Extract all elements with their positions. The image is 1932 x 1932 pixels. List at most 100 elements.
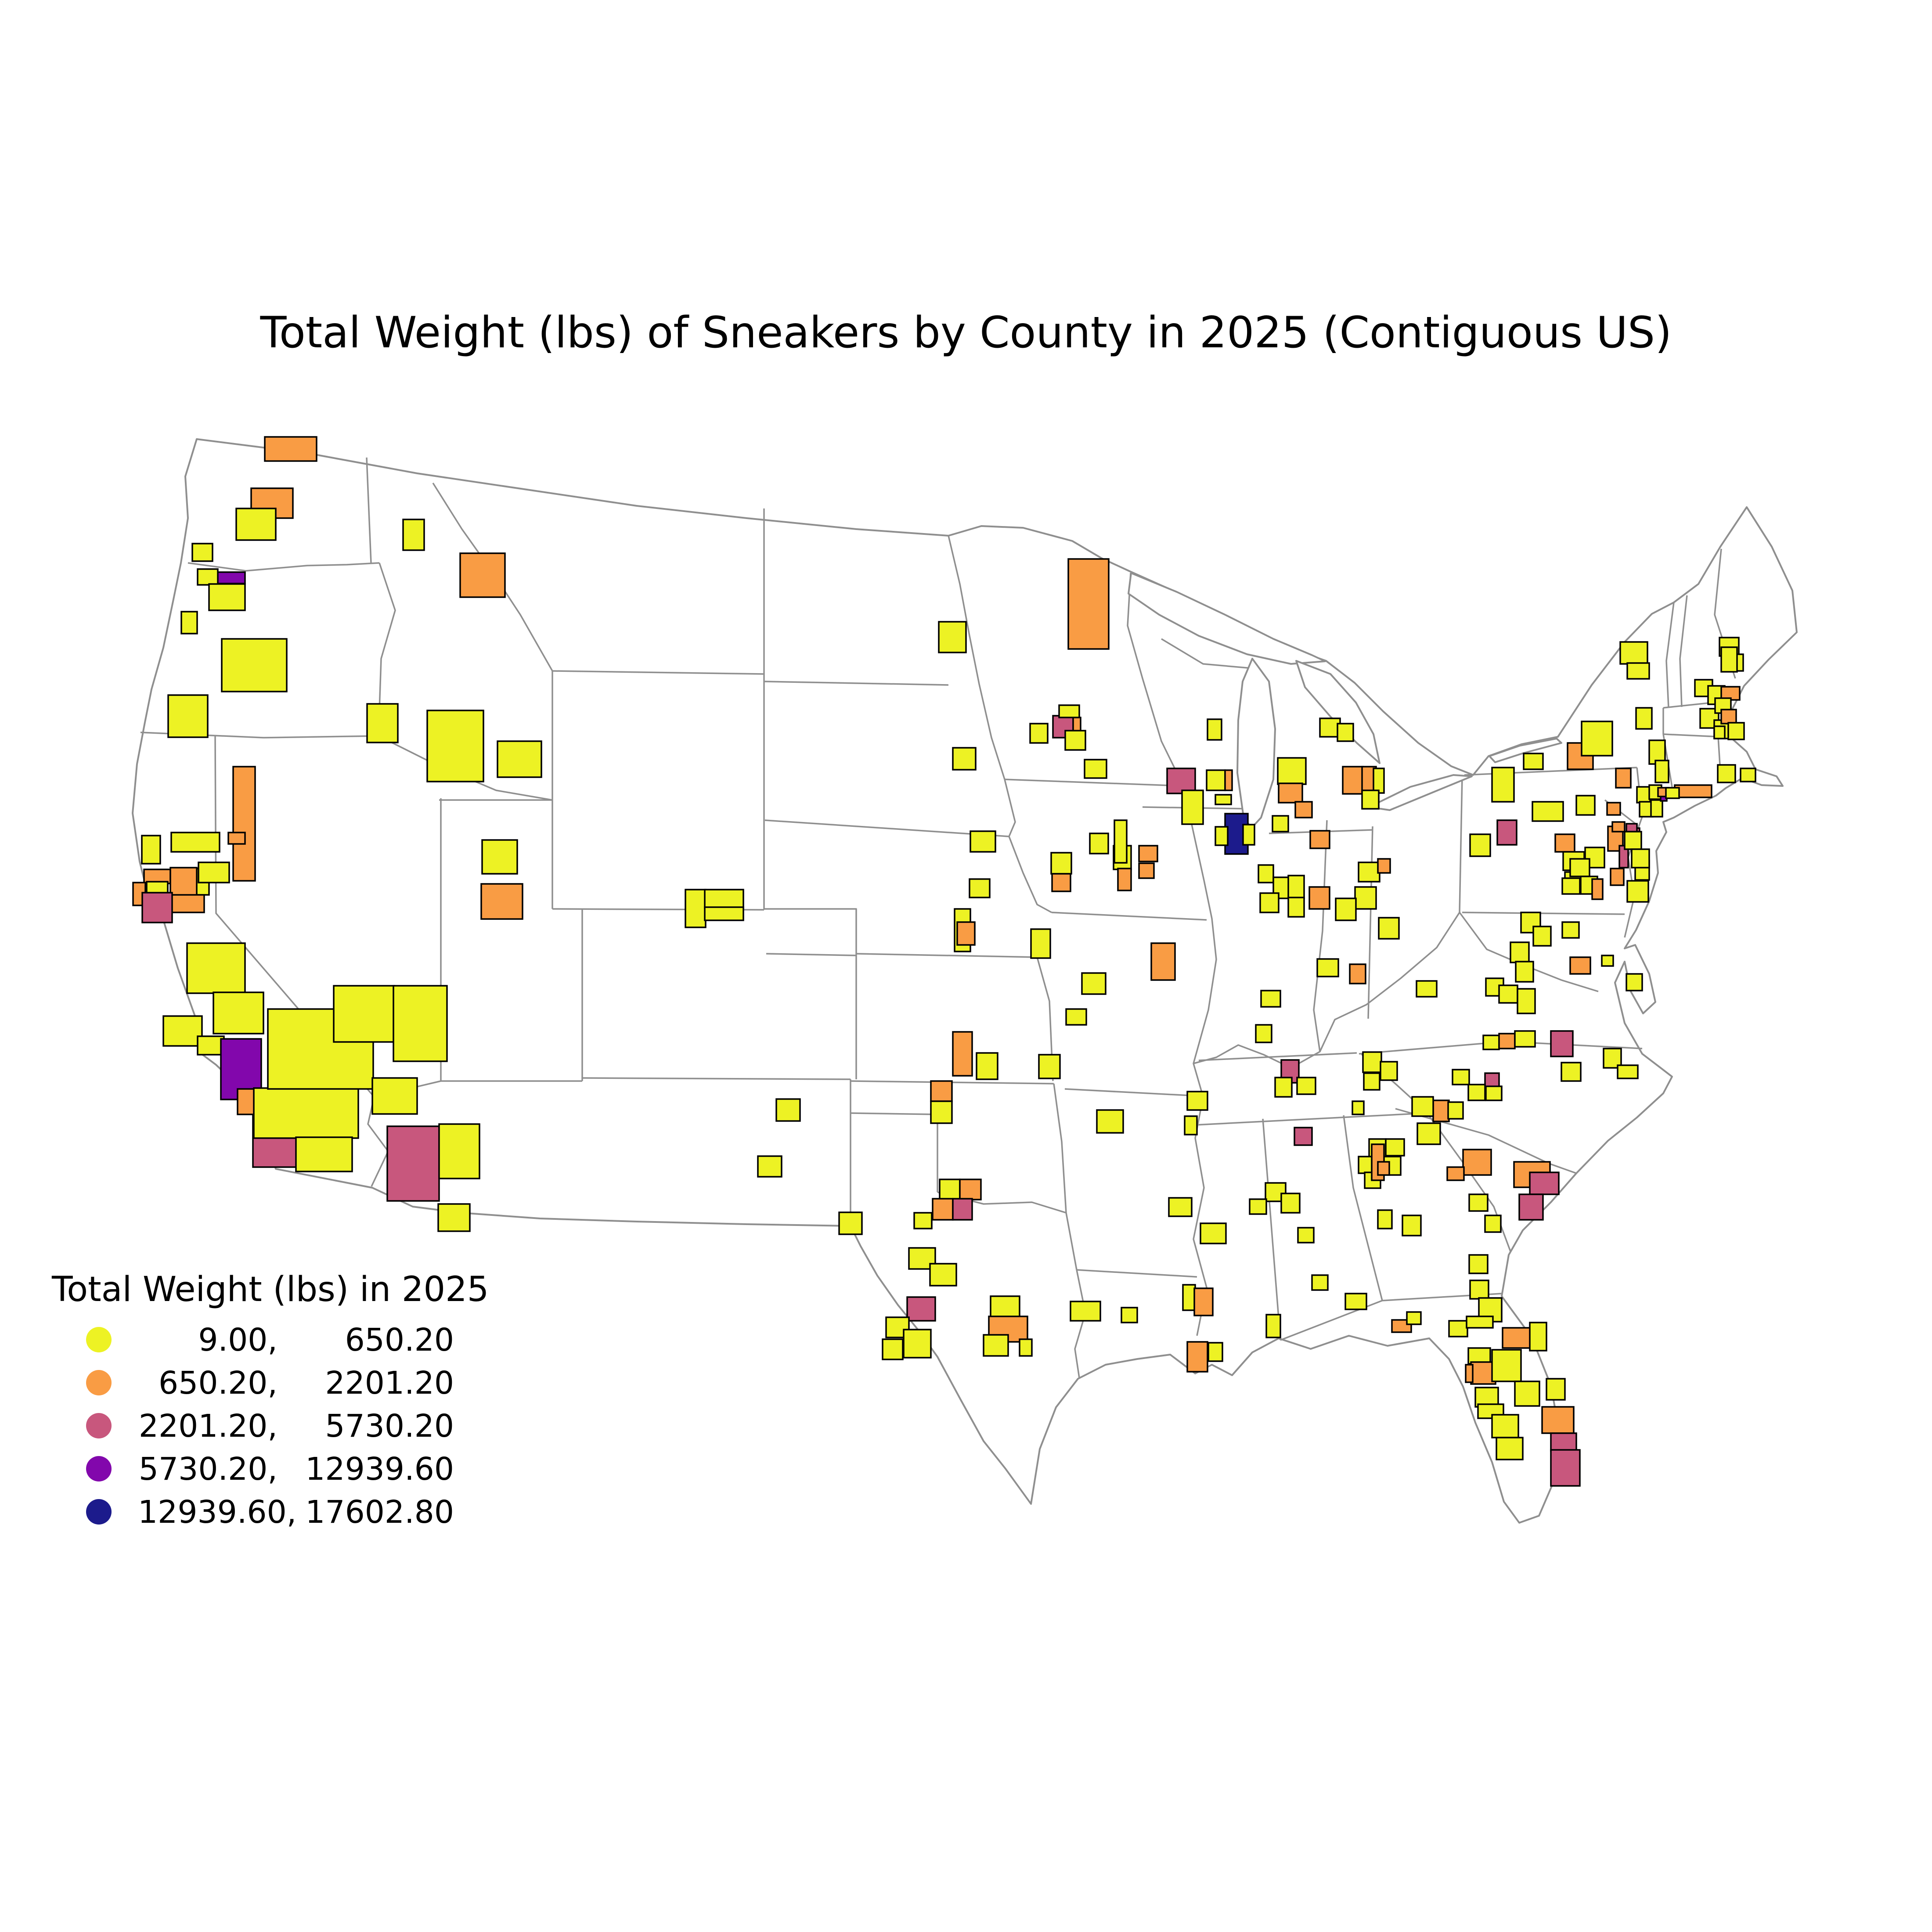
county [1554,833,1575,853]
county [1575,795,1596,816]
county [1406,1311,1422,1325]
county [1514,1381,1540,1407]
county [141,835,161,865]
legend-swatch-class2 [86,1370,112,1395]
legend-item-class3: 2201.20, 5730.20 [52,1404,489,1447]
county [480,883,523,920]
county [232,766,256,882]
county [1278,782,1303,804]
county [1665,787,1680,799]
county [214,571,246,584]
legend-title: Total Weight (lbs) in 2025 [52,1270,489,1309]
county [1206,769,1226,791]
county [1259,892,1280,913]
county [1067,558,1110,650]
county [1496,1437,1524,1460]
county [366,703,399,743]
county [939,1179,961,1200]
county [913,1212,933,1229]
county [1514,1030,1536,1048]
county [704,906,744,921]
county [1363,1072,1381,1091]
county [1546,1378,1566,1401]
county [1215,794,1232,805]
county [1452,1069,1470,1085]
legend-swatch-class3 [86,1413,112,1438]
county [221,638,288,692]
county [1615,768,1632,789]
county [235,508,277,541]
county [1477,1403,1504,1419]
county [1373,768,1385,794]
county [1447,1101,1464,1120]
county [1311,1274,1329,1291]
county [1626,880,1649,903]
county [1650,799,1663,818]
county [1114,819,1128,864]
county [1070,1301,1101,1322]
county [1517,988,1536,1014]
county [186,942,246,994]
county [1030,928,1051,959]
county [1606,802,1621,816]
county [956,921,976,946]
county [1297,1227,1315,1244]
county [1550,1432,1577,1452]
county [1294,1127,1313,1146]
lake-ontario [1489,738,1562,763]
county [1064,730,1086,751]
county [1466,1316,1494,1329]
figure-title: Total Weight (lbs) of Sneakers by County… [260,308,1672,358]
county [1168,1197,1193,1217]
legend: Total Weight (lbs) in 2025 9.00, 650.20 … [52,1270,489,1533]
county [1121,1307,1138,1323]
county [1532,926,1552,947]
county [1361,789,1380,810]
county [990,1295,1020,1320]
legend-swatch-class4 [86,1456,112,1481]
county [1674,784,1712,798]
legend-item-class2: 650.20, 2201.20 [52,1361,489,1404]
county [1038,1054,1061,1079]
county [1502,1327,1532,1349]
county [1377,1161,1390,1176]
county [775,1098,801,1122]
county [1249,1198,1267,1215]
county [1448,1320,1468,1337]
county [1446,1166,1465,1181]
county [1727,722,1745,740]
county [1362,1051,1382,1073]
county [1529,1171,1560,1195]
county [1352,1100,1365,1115]
county [1051,873,1071,892]
legend-item-class5: 12939.60, 17602.80 [52,1490,489,1533]
county [1166,768,1196,794]
county [952,747,977,771]
county [952,1198,973,1221]
county [393,985,448,1062]
legend-item-class4: 5730.20, 12939.60 [52,1447,489,1490]
county [1417,1122,1441,1145]
county [170,832,220,853]
county [426,710,484,782]
county [1274,1077,1293,1098]
county [213,991,264,1034]
county [1272,815,1289,833]
county [437,1203,471,1232]
county [930,1080,953,1102]
county [970,830,996,853]
county [1294,801,1313,818]
county [1287,875,1305,899]
county [1255,1024,1272,1043]
county [1193,1287,1214,1316]
county [1569,956,1591,975]
county [757,1155,782,1178]
state-borders [140,457,1736,1378]
county [1096,1109,1124,1134]
county [1561,1062,1582,1082]
county [1654,760,1669,783]
county [959,1179,982,1200]
county [1181,789,1204,825]
